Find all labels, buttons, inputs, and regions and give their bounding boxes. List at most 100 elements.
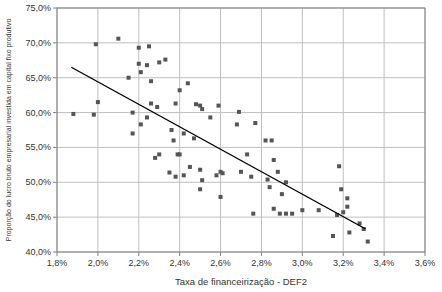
x-tick <box>343 252 344 256</box>
x-tick <box>384 252 385 256</box>
scatter-point <box>194 102 198 106</box>
scatter-point <box>167 171 171 175</box>
y-tick-label: 50,0% <box>25 177 51 187</box>
scatter-point <box>182 173 186 177</box>
scatter-point <box>278 212 282 216</box>
x-tick-label: 2,4% <box>169 258 190 268</box>
scatter-point <box>172 138 176 142</box>
scatter-point <box>345 205 349 209</box>
scatter-point <box>157 152 161 156</box>
y-grid-line <box>57 42 425 43</box>
scatter-point <box>339 187 343 191</box>
scatter-point <box>300 208 304 212</box>
scatter-point <box>341 210 345 214</box>
scatter-point <box>145 63 149 67</box>
y-grid-line <box>57 182 425 183</box>
scatter-point <box>268 185 272 189</box>
scatter-point <box>251 212 255 216</box>
scatter-point <box>245 152 249 156</box>
x-grid-line <box>261 8 262 252</box>
x-tick <box>302 252 303 256</box>
y-tick <box>53 252 57 253</box>
plot-area <box>71 37 369 244</box>
y-tick-label: 70,0% <box>25 38 51 48</box>
scatter-point <box>147 44 151 48</box>
scatter-point <box>217 104 221 108</box>
scatter-point <box>149 79 153 83</box>
y-grid-line <box>57 112 425 113</box>
y-tick <box>53 147 57 148</box>
plot-frame <box>57 8 425 252</box>
y-tick-label: 55,0% <box>25 142 51 152</box>
y-tick-label: 75,0% <box>25 3 51 13</box>
scatter-point <box>137 62 141 66</box>
x-grid-line <box>302 8 303 252</box>
scatter-point <box>163 58 167 62</box>
scatter-point <box>178 152 182 156</box>
scatter-point <box>145 115 149 119</box>
y-tick-label: 40,0% <box>25 247 51 257</box>
scatter-point <box>219 195 223 199</box>
scatter-point <box>272 158 276 162</box>
scatter-point <box>116 37 120 41</box>
scatter-point <box>253 121 257 125</box>
y-tick <box>53 182 57 183</box>
scatter-point <box>239 170 243 174</box>
scatter-point <box>139 70 143 74</box>
scatter-point <box>96 100 100 104</box>
x-grid-line <box>343 8 344 252</box>
scatter-point <box>272 207 276 211</box>
x-axis-title: Taxa de financeirização - DEF2 <box>175 276 307 287</box>
y-tick <box>53 42 57 43</box>
y-tick <box>53 217 57 218</box>
scatter-point <box>188 165 192 169</box>
scatter-point <box>270 138 274 142</box>
scatter-point <box>174 175 178 179</box>
scatter-point <box>266 177 270 181</box>
scatter-point <box>200 107 204 111</box>
scatter-point <box>155 105 159 109</box>
x-tick <box>57 252 58 256</box>
x-tick <box>138 252 139 256</box>
scatter-point <box>214 173 218 177</box>
scatter-point <box>71 112 75 116</box>
scatter-point <box>192 136 196 140</box>
x-tick-label: 3,0% <box>292 258 313 268</box>
x-grid-line <box>138 8 139 252</box>
x-tick-label: 2,2% <box>129 258 150 268</box>
x-grid-line <box>220 8 221 252</box>
scatter-point <box>178 88 182 92</box>
x-tick <box>97 252 98 256</box>
scatter-point <box>280 192 284 196</box>
scatter-point <box>131 131 135 135</box>
scatter-point <box>149 102 153 106</box>
scatter-point <box>182 131 186 135</box>
scatter-point <box>137 46 141 50</box>
y-tick-label: 60,0% <box>25 108 51 118</box>
scatter-point <box>337 164 341 168</box>
scatter-point <box>200 178 204 182</box>
scatter-point <box>131 111 135 115</box>
x-tick-label: 1,8% <box>47 258 68 268</box>
x-tick-label: 2,0% <box>88 258 109 268</box>
scatter-point <box>317 208 321 212</box>
y-grid-line <box>57 147 425 148</box>
scatter-point <box>198 104 202 108</box>
x-tick <box>261 252 262 256</box>
x-grid-line <box>179 8 180 252</box>
scatter-point <box>208 115 212 119</box>
x-tick-label: 3,6% <box>415 258 436 268</box>
y-tick <box>53 77 57 78</box>
scatter-point <box>290 212 294 216</box>
y-axis-title: Proporção do lucro bruto empresarial inv… <box>5 19 13 242</box>
scatter-point <box>235 122 239 126</box>
scatter-point <box>276 170 280 174</box>
x-tick-label: 2,6% <box>210 258 231 268</box>
y-tick <box>53 112 57 113</box>
scatter-point <box>157 60 161 64</box>
scatter-point <box>345 196 349 200</box>
scatter-point <box>249 175 253 179</box>
scatter-point <box>347 230 351 234</box>
scatter-point <box>174 102 178 106</box>
scatter-point <box>153 156 157 160</box>
